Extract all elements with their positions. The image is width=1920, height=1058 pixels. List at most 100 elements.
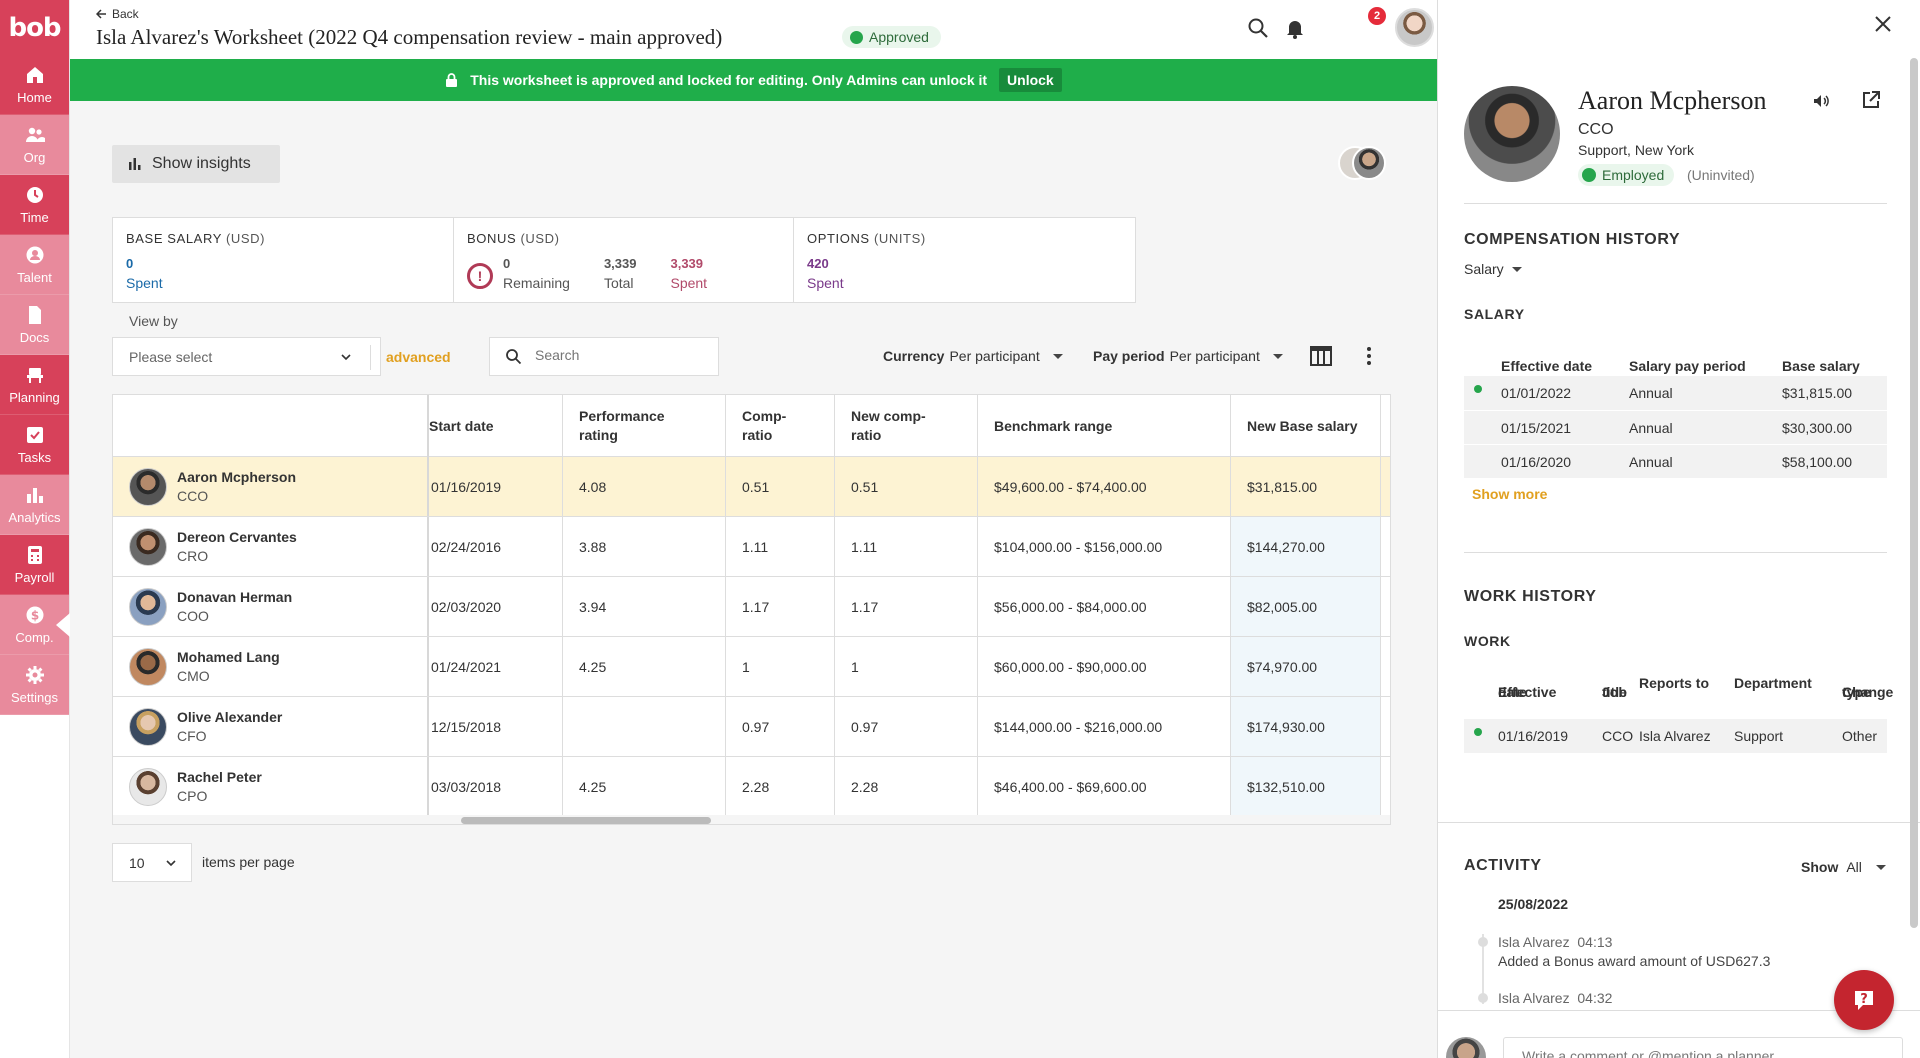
table-layout-icon[interactable]	[1310, 346, 1332, 369]
table-row[interactable]: Dereon Cervantes CRO 02/24/2016 3.88 1.11 1.1…	[113, 517, 1390, 577]
search-field[interactable]	[489, 337, 719, 376]
overflow-cell	[1380, 457, 1390, 516]
speaker-icon[interactable]	[1812, 92, 1830, 113]
column-header-text: Job	[1602, 684, 1627, 700]
comment-input[interactable]: Write a comment or @mention a planner	[1503, 1037, 1903, 1058]
sidebar-item-payroll[interactable]: Payroll	[0, 535, 69, 595]
sidebar-item-talent[interactable]: Talent	[0, 235, 69, 295]
new-base-salary-cell[interactable]: $144,270.00	[1230, 517, 1380, 576]
bar-chart-icon	[129, 158, 141, 170]
unlock-button[interactable]: Unlock	[999, 68, 1062, 92]
view-by-select[interactable]: Please select advanced	[112, 337, 451, 376]
start-date-cell: 02/24/2016	[431, 538, 502, 555]
participant-cell[interactable]: Aaron Mcpherson CCO	[113, 457, 429, 516]
new-base-salary-cell[interactable]: $132,510.00	[1230, 757, 1380, 816]
sidebar-item-tasks[interactable]: Tasks	[0, 415, 69, 475]
show-insights-button[interactable]: Show insights	[112, 145, 280, 183]
open-external-icon[interactable]	[1861, 90, 1881, 113]
search-input[interactable]	[535, 347, 705, 363]
participant-name: Aaron Mcpherson	[177, 469, 297, 485]
items-per-page-select[interactable]: 10	[112, 843, 192, 882]
new-base-salary-cell[interactable]: $174,930.00	[1230, 697, 1380, 756]
sidebar-item-label: Org	[23, 149, 46, 165]
search-icon[interactable]	[1245, 15, 1271, 41]
show-more-link[interactable]: Show more	[1472, 486, 1548, 502]
timeline-dot-icon	[1478, 993, 1488, 1003]
sidebar-item-analytics[interactable]: Analytics	[0, 475, 69, 535]
participant-cell[interactable]: Olive Alexander CFO	[113, 697, 429, 756]
bell-icon[interactable]	[1282, 15, 1308, 41]
participants-avatars[interactable]	[1338, 146, 1388, 182]
scrollbar-thumb[interactable]	[461, 817, 711, 824]
panel-scrollbar[interactable]	[1910, 58, 1918, 928]
profile-photo	[1464, 86, 1560, 182]
advanced-link[interactable]: advanced	[386, 349, 451, 365]
column-header-new-comp-ratio[interactable]: New comp-ratio	[834, 395, 977, 457]
salary-history-row: 01/16/2020 Annual $58,100.00	[1464, 444, 1887, 478]
back-link[interactable]: Back	[96, 7, 139, 21]
column-header-text: Performance	[579, 408, 665, 424]
help-button[interactable]: ?	[1834, 970, 1894, 1030]
sidebar-item-planning[interactable]: Planning	[0, 355, 69, 415]
sidebar-item-org[interactable]: Org	[0, 115, 69, 175]
column-header-performance[interactable]: Performance rating	[562, 395, 725, 457]
status-dot-icon	[850, 30, 863, 44]
bonus-total-label: Total	[603, 275, 634, 291]
participant-cell[interactable]: Donavan Herman COO	[113, 577, 429, 636]
worksheet-main: Show insights BASE SALARY (USD) 0 Spent B…	[70, 101, 1437, 1058]
activity-date: 25/08/2022	[1498, 896, 1569, 912]
horizontal-scrollbar[interactable]	[113, 815, 1390, 824]
currency-dropdown[interactable]: Currency Per participant	[883, 348, 1063, 364]
new-base-salary-cell[interactable]: $82,005.00	[1230, 577, 1380, 636]
comp-history-filter[interactable]: Salary	[1464, 261, 1522, 277]
table-row[interactable]: Mohamed Lang CMO 01/24/2021 4.25 1 1 $60,000.0…	[113, 637, 1390, 697]
sidebar-item-settings[interactable]: Settings	[0, 655, 69, 715]
pay-period-dropdown[interactable]: Pay period Per participant	[1093, 348, 1283, 364]
close-icon[interactable]	[1874, 15, 1892, 36]
participant-title: CCO	[177, 488, 209, 504]
dollar-icon: $	[25, 605, 45, 630]
sidebar-item-docs[interactable]: Docs	[0, 295, 69, 355]
change-type: Other	[1842, 728, 1878, 744]
column-header-text: ratio	[851, 427, 882, 443]
comp-history-filter-value: Salary	[1464, 261, 1504, 277]
table-header: Start date Performance rating Comp-ratio …	[113, 395, 1390, 457]
table-row[interactable]: Olive Alexander CFO 12/15/2018 0.97 0.97 $144…	[113, 697, 1390, 757]
column-header-comp-ratio[interactable]: Comp-ratio	[725, 395, 834, 457]
sidebar-item-time[interactable]: Time	[0, 175, 69, 235]
svg-text:?: ?	[1860, 992, 1868, 1007]
sidebar-item-comp[interactable]: $ Comp.	[0, 595, 69, 655]
profile-role: CCO	[1578, 121, 1614, 138]
user-avatar[interactable]	[1395, 8, 1434, 47]
participant-title: CPO	[177, 788, 208, 804]
bob-logo[interactable]: bob	[0, 0, 69, 55]
participant-cell[interactable]: Mohamed Lang CMO	[113, 637, 429, 696]
sidebar-item-label: Tasks	[17, 449, 52, 465]
sidebar-item-label: Settings	[11, 689, 58, 705]
column-header-benchmark-range[interactable]: Benchmark range	[977, 395, 1230, 457]
effective-date: 01/15/2021	[1501, 420, 1572, 436]
new-comp-ratio-cell: 2.28	[834, 757, 977, 816]
comp-ratio-cell: 1.11	[725, 517, 834, 576]
chevron-down-icon	[341, 354, 351, 361]
participant-cell[interactable]: Rachel Peter CPO	[113, 757, 429, 816]
employee-panel: Aaron Mcpherson CCO Support, New York Em…	[1437, 0, 1920, 1058]
participant-cell[interactable]: Dereon Cervantes CRO	[113, 517, 429, 576]
table-row[interactable]: Rachel Peter CPO 03/03/2018 4.25 2.28 2.28 $46…	[113, 757, 1390, 817]
gear-icon	[25, 665, 45, 690]
activity-filter[interactable]: Show All	[1801, 859, 1886, 875]
sidebar-item-home[interactable]: Home	[0, 55, 69, 115]
comp-ratio-cell: 1.17	[725, 577, 834, 636]
reports-to: Isla Alvarez	[1639, 728, 1711, 744]
table-row[interactable]: Aaron Mcpherson CCO 01/16/2019 4.08 0.51 0.51…	[113, 457, 1390, 517]
column-header-new-base-salary[interactable]: New Base salary	[1230, 395, 1380, 457]
currency-label: Currency	[883, 348, 945, 364]
participant-name: Mohamed Lang	[177, 649, 280, 665]
table-row[interactable]: Donavan Herman COO 02/03/2020 3.94 1.17 1.17 $…	[113, 577, 1390, 637]
new-base-salary-cell[interactable]: $31,815.00	[1230, 457, 1380, 516]
column-header-start-date[interactable]: Start date	[429, 417, 494, 434]
current-indicator-icon	[1474, 728, 1482, 736]
new-base-salary-cell[interactable]: $74,970.00	[1230, 637, 1380, 696]
benchmark-range-cell: $60,000.00 - $90,000.00	[977, 637, 1230, 696]
more-options-icon[interactable]	[1366, 346, 1372, 369]
